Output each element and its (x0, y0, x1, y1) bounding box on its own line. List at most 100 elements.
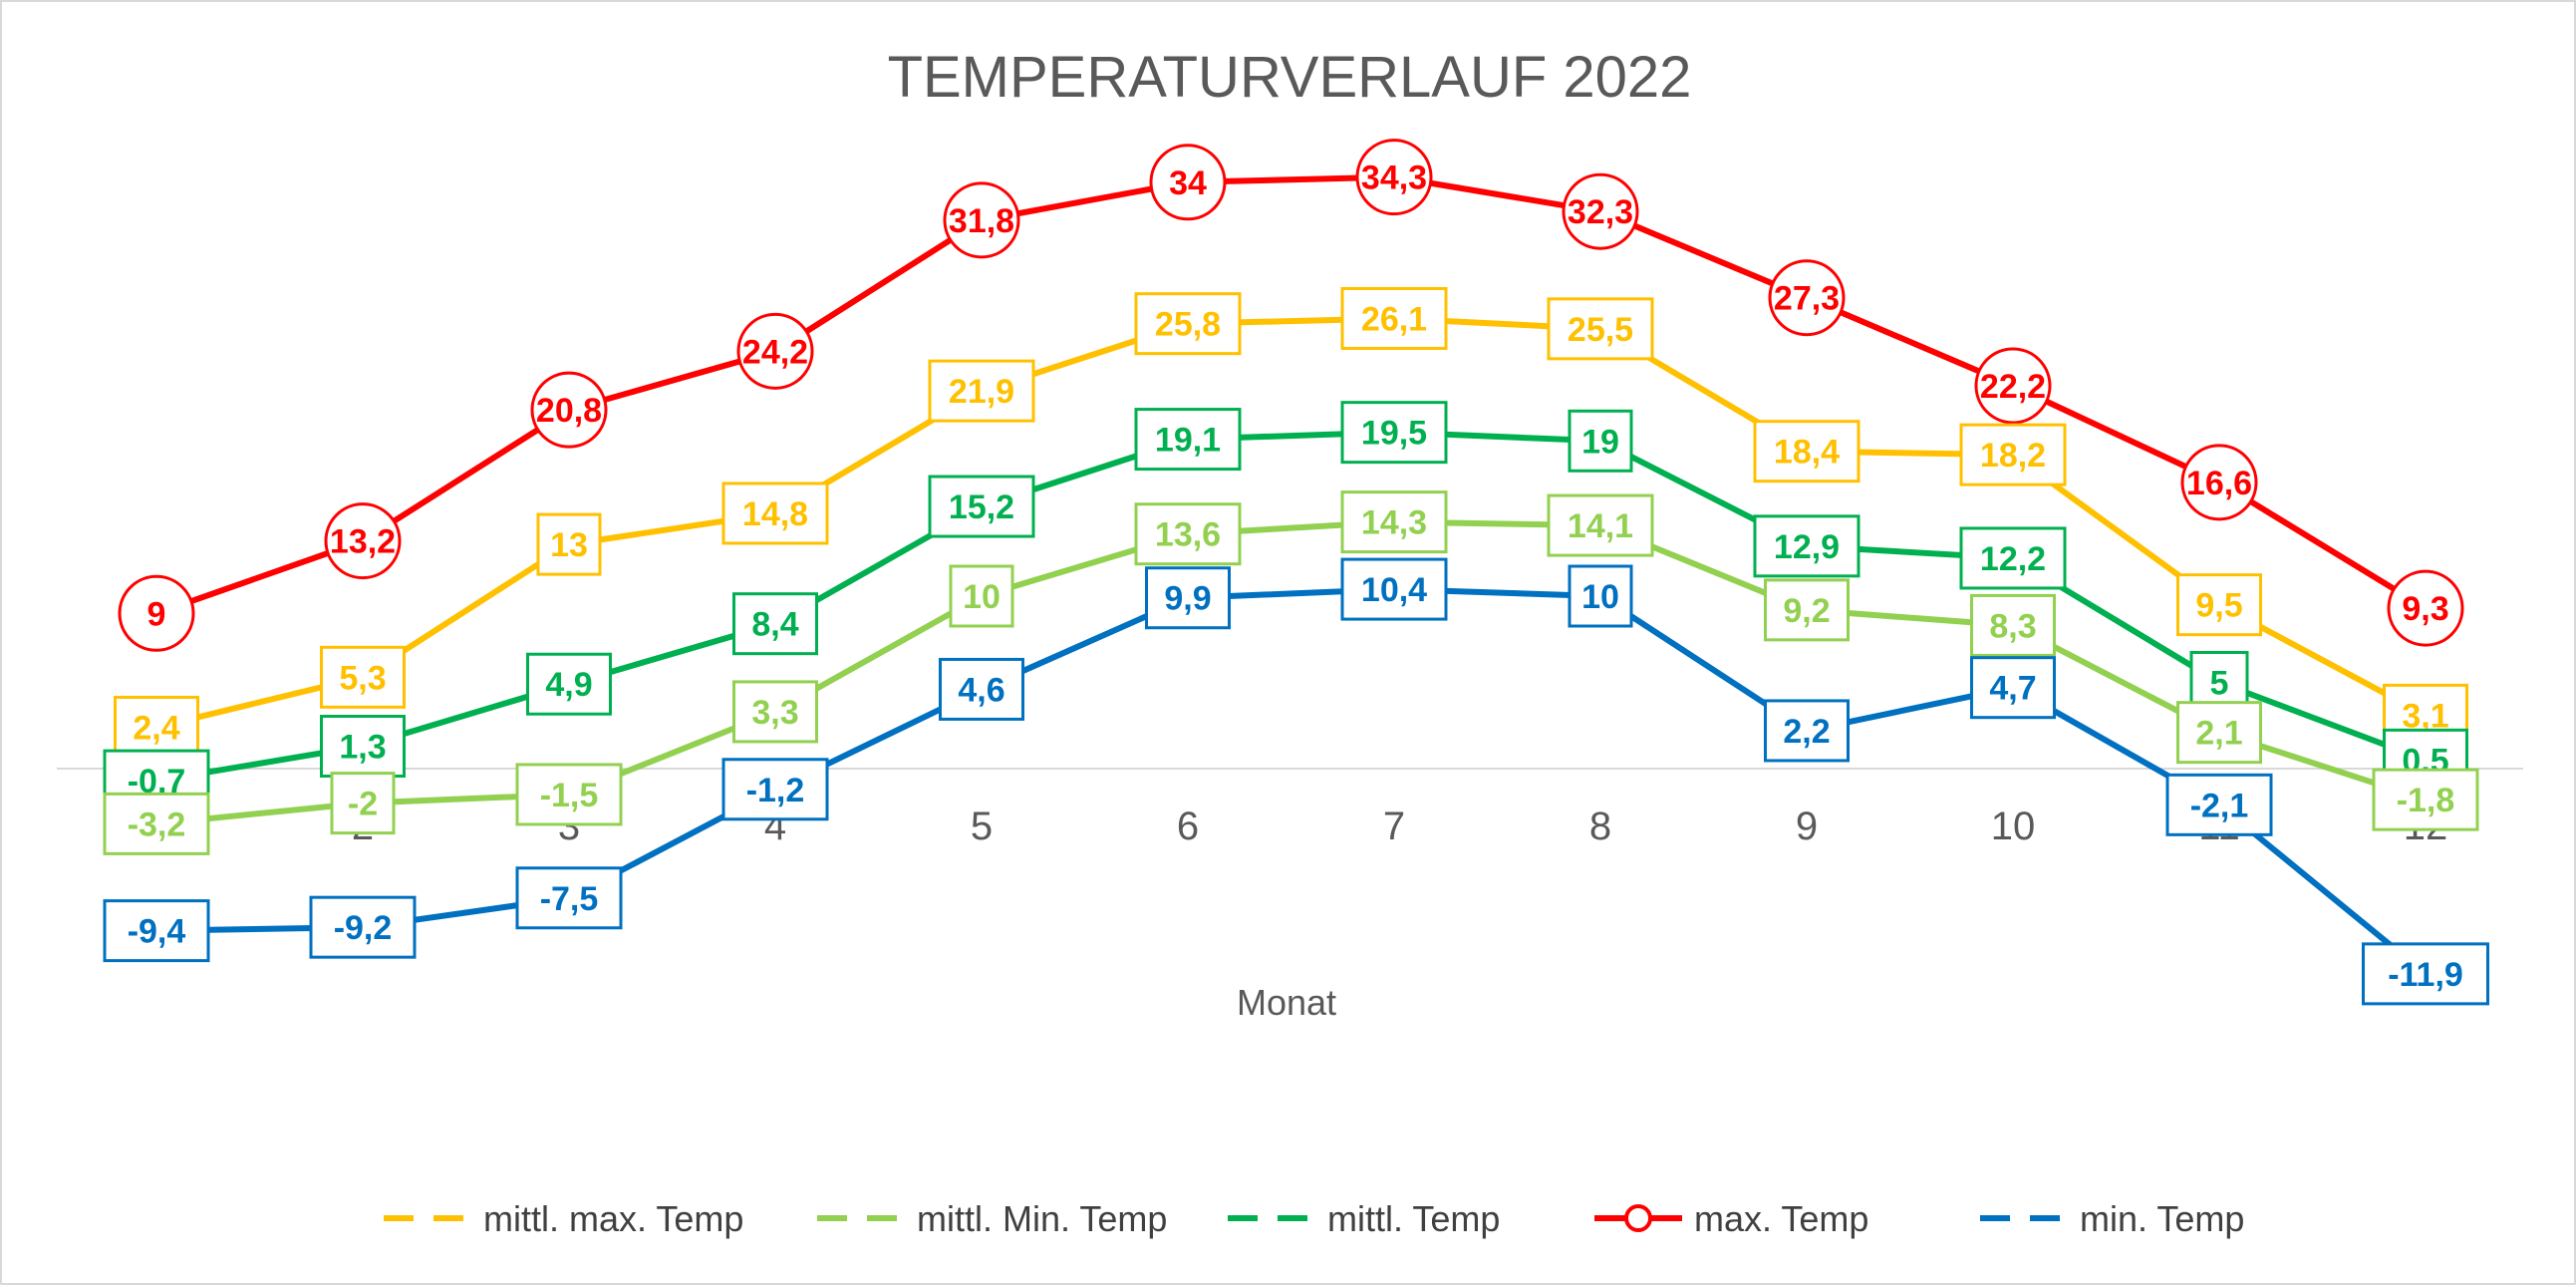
data-label: 2,2 (1783, 713, 1830, 751)
data-point-label: -2 (330, 772, 396, 835)
data-point-marker (736, 312, 814, 390)
data-label: -9,4 (128, 913, 186, 951)
data-label: 22,2 (1980, 368, 2046, 406)
data-label-box (330, 772, 396, 835)
data-label: 20,8 (536, 392, 602, 430)
data-point-label: 12,2 (1959, 526, 2067, 590)
data-label-box (721, 482, 829, 545)
data-point-label: 34 (1149, 144, 1227, 221)
legend-item: max. Temp (1594, 1198, 1868, 1239)
data-label-box (928, 475, 1035, 538)
data-label-box (536, 512, 602, 576)
data-label: 9 (147, 595, 166, 633)
data-label: 14,8 (742, 495, 808, 533)
data-label-box (1764, 699, 1850, 763)
data-point-label: 22,2 (1974, 347, 2052, 425)
data-label: 5,3 (339, 659, 386, 697)
data-point-label: 10 (949, 564, 1014, 628)
legend-item: mittl. max. Temp (384, 1198, 743, 1239)
data-point-label: 19,1 (1134, 408, 1242, 472)
data-label: 12,9 (1774, 528, 1840, 566)
data-point-marker (1562, 172, 1639, 250)
data-point-label: 9,2 (1764, 578, 1850, 642)
data-point-label: 2,1 (2176, 701, 2262, 765)
data-point-label: -1,2 (721, 758, 829, 821)
data-label-box (1340, 401, 1448, 465)
data-label: -11,9 (2388, 956, 2463, 994)
data-point-label: 2,4 (114, 695, 199, 759)
data-label-box (1340, 490, 1448, 554)
data-label: 19,5 (1361, 415, 1427, 453)
data-point-label: 4,6 (939, 657, 1024, 721)
data-label-box (103, 792, 210, 855)
data-point-label: 24,2 (736, 312, 814, 390)
data-label-box (1764, 578, 1850, 642)
data-label: 13,6 (1155, 516, 1221, 554)
data-label-box (1145, 566, 1231, 630)
data-label: 12,2 (1980, 540, 2046, 578)
data-label: 9,9 (1164, 580, 1211, 618)
data-point-label: -1,5 (515, 763, 623, 826)
data-label-box (1970, 593, 2056, 657)
data-label-box (928, 359, 1035, 423)
data-label-box (1340, 557, 1448, 621)
legend-label: max. Temp (1694, 1198, 1868, 1239)
data-point-label: -1,8 (2372, 768, 2479, 831)
data-point-marker (118, 574, 195, 652)
data-label: 1,3 (339, 729, 386, 767)
data-label: 18,4 (1774, 434, 1840, 472)
data-point-label: 25,5 (1547, 297, 1654, 361)
data-label-box (2362, 942, 2489, 1006)
data-label: 26,1 (1361, 300, 1427, 338)
data-label-box (949, 564, 1014, 628)
data-label: 2,1 (2195, 715, 2242, 753)
x-axis-title: Monat (1237, 982, 1336, 1023)
data-label: 10,4 (1361, 571, 1427, 609)
data-label: 14,1 (1568, 507, 1633, 545)
data-label-box (2176, 701, 2262, 765)
data-point-marker (943, 181, 1020, 259)
data-label: -1,2 (746, 772, 805, 809)
legend-item: mittl. Temp (1228, 1198, 1500, 1239)
data-label-box (1753, 514, 1860, 578)
data-label-box (1959, 423, 2067, 486)
data-point-label: 2,2 (1764, 699, 1850, 763)
data-label: 27,3 (1774, 280, 1840, 318)
data-point-label: 31,8 (943, 181, 1020, 259)
legend-label: mittl. Min. Temp (917, 1198, 1167, 1239)
data-point-label: 13,6 (1134, 502, 1242, 566)
data-label: 4,7 (1989, 670, 2036, 708)
data-point-label: 32,3 (1562, 172, 1639, 250)
data-label: 9,5 (2195, 587, 2242, 625)
data-label-box (114, 695, 199, 759)
data-label-box (1970, 656, 2056, 720)
data-label-box (103, 899, 210, 963)
data-label: 25,8 (1155, 306, 1221, 344)
data-label: 9,2 (1783, 592, 1830, 630)
data-label-box (2165, 773, 2273, 836)
data-point-label: 21,9 (928, 359, 1035, 423)
data-point-label: -7,5 (515, 866, 623, 930)
data-point-label: 8,4 (732, 592, 818, 656)
legend-marker (1624, 1204, 1652, 1232)
data-labels: 9 13,2 20,8 24,2 31,8 34 34,3 32,3 27,3 22,2 16,6 9… (103, 139, 2489, 1006)
data-label: 32,3 (1568, 193, 1633, 231)
data-point-label: 26,1 (1340, 286, 1448, 350)
data-point-label: 4,9 (526, 652, 612, 716)
data-label: 13 (550, 526, 588, 564)
data-label: 19 (1581, 423, 1619, 461)
series-line (153, 586, 2429, 977)
data-label-box (939, 657, 1024, 721)
series-line (153, 518, 2429, 827)
data-point-label: 15,2 (928, 475, 1035, 538)
data-point-label: 10,4 (1340, 557, 1448, 621)
legend-item: min. Temp (1980, 1198, 2244, 1239)
data-label-box (1568, 564, 1633, 628)
data-label: -7,5 (540, 880, 599, 918)
data-label: -2 (348, 786, 378, 823)
data-label: 8,4 (751, 606, 798, 644)
data-point-label: 14,3 (1340, 490, 1448, 554)
data-point-label: 34,3 (1355, 139, 1433, 216)
data-point-label: 18,2 (1959, 423, 2067, 486)
